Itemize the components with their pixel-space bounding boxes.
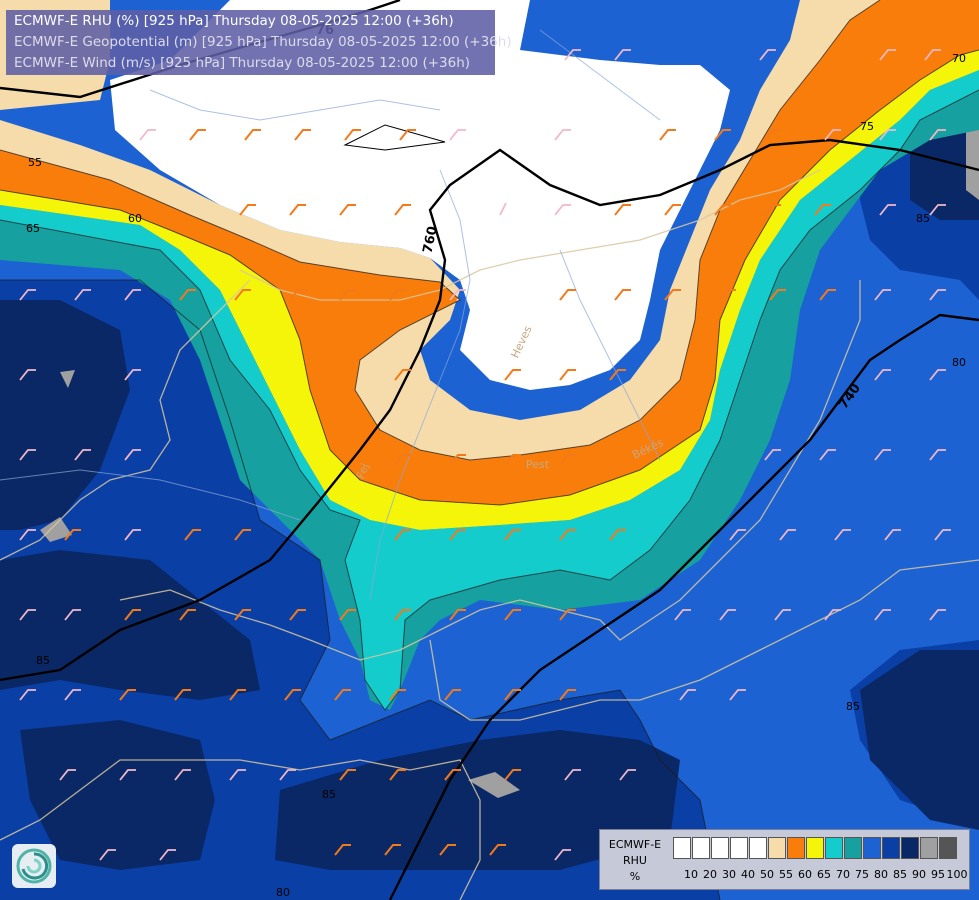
legend-tick: 90 [912,868,926,881]
rivers [0,29,661,601]
rh-band-75 [0,90,979,710]
label-rh-85-left: 85 [36,654,50,667]
wind-barbs-pink [19,49,951,861]
place-pest: Pest [526,458,550,471]
legend-tick: 55 [779,868,793,881]
legend-tick: 75 [855,868,869,881]
rh-band-70 [0,70,979,710]
label-rh-70: 70 [952,52,966,65]
color-legend: ECMWF-E RHU % 10 20 30 40 50 55 60 65 70 75 80 85 90… [599,829,970,890]
label-rh-65: 65 [26,222,40,235]
legend-tick: 30 [722,868,736,881]
legend-swatch [730,837,748,859]
legend-swatch [825,837,843,859]
legend-tick: 65 [817,868,831,881]
title-geopotential: ECMWF-E Geopotential (m) [925 hPa] Thurs… [14,34,512,50]
legend-tick: 100 [946,868,968,881]
label-rh-80-bottom: 80 [276,886,290,899]
legend-tick: 85 [893,868,907,881]
map-title-box: ECMWF-E RHU (%) [925 hPa] Thursday 08-05… [6,10,512,75]
legend-tick: 20 [703,868,717,881]
legend-swatch [882,837,900,859]
rh-band-50-small [343,124,446,151]
legend-tick: 70 [836,868,850,881]
legend-swatch [768,837,786,859]
rh-band-90-d [275,730,680,870]
label-rh-55: 55 [28,156,42,169]
legend-swatch [673,837,691,859]
legend-swatch [939,837,957,859]
legend-tick: 80 [874,868,888,881]
rh-band-50 [110,0,730,390]
legend-model: ECMWF-E [608,838,662,851]
legend-swatch [920,837,938,859]
title-wind: ECMWF-E Wind (m/s) [925 hPa] Thursday 08… [14,55,471,71]
legend-tick: 50 [760,868,774,881]
legend-swatch [711,837,729,859]
legend-swatch [787,837,805,859]
label-rh-85-right: 85 [846,700,860,713]
legend-swatch [901,837,919,859]
ecmwf-swirl-icon [16,848,52,884]
legend-variable: RHU [623,854,647,867]
legend-swatch [863,837,881,859]
legend-swatch [749,837,767,859]
legend-tick: 95 [931,868,945,881]
legend-swatch [806,837,824,859]
label-rh-60: 60 [128,212,142,225]
legend-unit: % [629,870,641,883]
legend-tick: 40 [741,868,755,881]
rh-band-90-f [860,650,979,830]
place-fej: Fej [354,462,372,481]
legend-tick: 60 [798,868,812,881]
legend-swatch [692,837,710,859]
label-rh-75: 75 [860,120,874,133]
rh-band-55 [0,0,880,460]
label-rh-85-bottom: 85 [322,788,336,801]
wind-barbs-orange [64,129,836,856]
title-rhu: ECMWF-E RHU (%) [925 hPa] Thursday 08-05… [14,13,454,29]
legend-swatch [844,837,862,859]
legend-tick: 10 [684,868,698,881]
label-rh-85-top: 85 [916,212,930,225]
country-borders [0,169,979,900]
ecmwf-logo [12,844,56,888]
rh-band-90-c [20,720,215,870]
rh-band-60 [0,0,979,505]
label-gp-760: 760 [420,225,440,255]
label-rh-80-right: 80 [952,356,966,369]
